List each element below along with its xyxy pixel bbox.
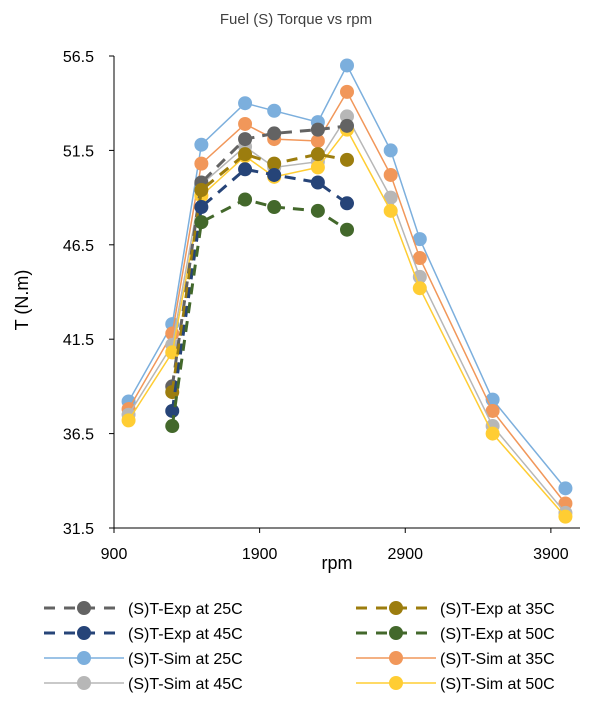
legend-entry-s-t-sim-at-50c: (S)T-Sim at 50C <box>356 676 555 693</box>
series-group <box>121 58 573 524</box>
data-point <box>310 147 325 162</box>
data-point <box>194 137 209 152</box>
data-point <box>340 196 354 211</box>
series-line <box>170 152 348 393</box>
series-s-t-sim-at-45c <box>121 109 573 520</box>
y-axis-ticks: 31.5 36.5 41.5 46.5 51.5 56.5 <box>63 49 114 538</box>
data-point <box>340 84 354 99</box>
data-point <box>383 203 398 218</box>
x-axis-ticks: 900 1900 2900 3900 <box>101 528 569 563</box>
legend-label: (S)T-Exp at 50C <box>440 626 555 643</box>
legend-entry-s-t-exp-at-50c: (S)T-Exp at 50C <box>356 626 555 643</box>
legend-label: (S)T-Sim at 35C <box>440 651 555 668</box>
data-point <box>383 167 398 182</box>
legend-swatch-marker <box>389 651 403 665</box>
y-axis-label: T (N.m) <box>12 270 32 331</box>
legend-label: (S)T-Sim at 45C <box>128 676 243 693</box>
x-tick-label: 900 <box>101 546 128 563</box>
legend-swatch-marker <box>77 626 91 640</box>
series-line <box>127 114 566 514</box>
x-axis-label: rpm <box>322 553 353 573</box>
legend-entry-s-t-exp-at-25c: (S)T-Exp at 25C <box>44 601 243 618</box>
data-point <box>310 203 325 218</box>
plot-area: 31.5 36.5 41.5 46.5 51.5 56.5 900 1900 2900 3900 <box>63 49 580 563</box>
data-point <box>267 126 282 141</box>
data-point <box>340 58 354 73</box>
series-s-t-sim-at-35c <box>121 84 573 511</box>
y-tick-label: 36.5 <box>63 427 94 444</box>
data-point <box>558 481 573 496</box>
data-point <box>194 200 209 215</box>
data-point <box>194 183 209 198</box>
data-point <box>194 156 209 171</box>
data-point <box>267 103 282 118</box>
data-point <box>238 162 253 177</box>
data-point <box>267 200 282 215</box>
series-s-t-exp-at-50c <box>165 192 354 434</box>
legend-label: (S)T-Exp at 45C <box>128 626 243 643</box>
series-line <box>170 197 348 427</box>
y-tick-label: 41.5 <box>63 332 94 349</box>
legend-label: (S)T-Exp at 35C <box>440 601 555 618</box>
data-point <box>238 132 253 147</box>
data-point <box>412 232 427 247</box>
x-tick-label: 3900 <box>533 546 569 563</box>
data-point <box>340 152 354 167</box>
series-s-t-exp-at-45c <box>165 162 354 418</box>
data-point <box>310 133 325 148</box>
legend-entry-s-t-exp-at-45c: (S)T-Exp at 45C <box>44 626 243 643</box>
legend-label: (S)T-Exp at 25C <box>128 601 243 618</box>
data-point <box>383 190 398 205</box>
data-point <box>238 147 253 162</box>
legend-swatch-marker <box>77 676 91 690</box>
data-point <box>310 160 325 175</box>
data-point <box>165 345 180 360</box>
legend-label: (S)T-Sim at 25C <box>128 651 243 668</box>
legend-entry-s-t-sim-at-25c: (S)T-Sim at 25C <box>44 651 243 668</box>
data-point <box>383 143 398 158</box>
data-point <box>485 426 500 441</box>
data-point <box>485 403 500 418</box>
data-point <box>194 215 209 230</box>
legend-label: (S)T-Sim at 50C <box>440 676 555 693</box>
chart-title: Fuel (S) Torque vs rpm <box>220 11 372 28</box>
legend-swatch-marker <box>77 601 91 615</box>
data-point <box>267 156 282 171</box>
y-tick-label: 31.5 <box>63 521 94 538</box>
legend-entry-s-t-exp-at-35c: (S)T-Exp at 35C <box>356 601 555 618</box>
data-point <box>267 167 282 182</box>
data-point <box>310 175 325 190</box>
legend-swatch-marker <box>389 676 403 690</box>
data-point <box>412 251 427 266</box>
y-tick-label: 56.5 <box>63 49 94 66</box>
data-point <box>121 413 136 428</box>
data-point <box>238 192 253 207</box>
legend-entry-s-t-sim-at-45c: (S)T-Sim at 45C <box>44 676 243 693</box>
data-point <box>165 403 180 418</box>
x-tick-label: 1900 <box>242 546 278 563</box>
data-point <box>310 122 325 137</box>
data-point <box>340 222 354 237</box>
data-point <box>412 281 427 296</box>
data-point <box>558 509 573 524</box>
legend-swatch-marker <box>77 651 91 665</box>
series-s-t-sim-at-50c <box>121 122 573 524</box>
legend-swatch-marker <box>389 601 403 615</box>
data-point <box>238 96 253 111</box>
series-s-t-exp-at-35c <box>165 147 354 400</box>
data-point <box>165 419 180 434</box>
x-tick-label: 2900 <box>387 546 423 563</box>
y-tick-label: 46.5 <box>63 238 94 255</box>
legend-swatch-marker <box>389 626 403 640</box>
data-point <box>238 116 253 131</box>
y-tick-label: 51.5 <box>63 143 94 160</box>
data-point <box>340 118 354 133</box>
legend-entry-s-t-sim-at-35c: (S)T-Sim at 35C <box>356 651 555 668</box>
legend: (S)T-Exp at 25C (S)T-Exp at 35C (S)T-Exp a… <box>44 601 555 693</box>
